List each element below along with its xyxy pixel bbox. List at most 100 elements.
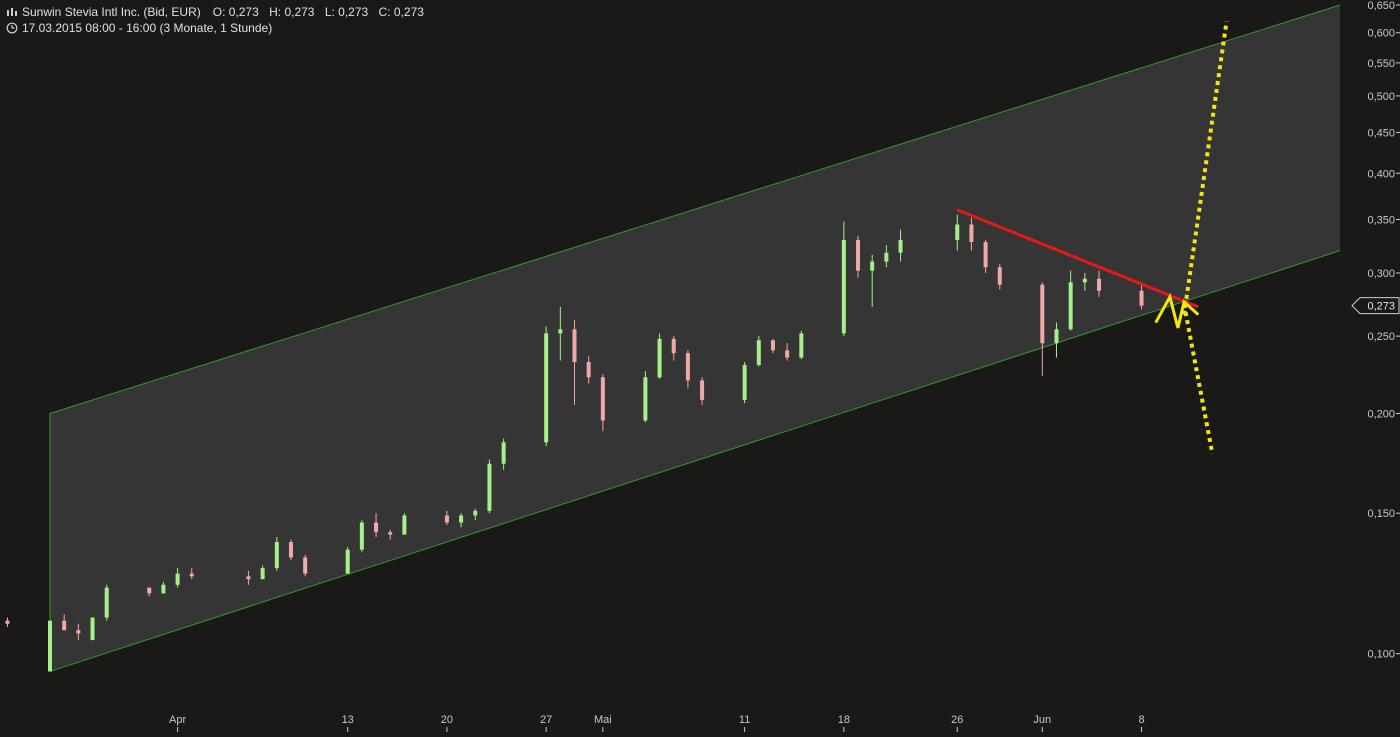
- x-tick-label: 11: [739, 714, 750, 726]
- candle: [700, 377, 705, 405]
- x-tick-label: 8: [1138, 714, 1144, 726]
- candle-body: [175, 573, 180, 585]
- candle: [671, 336, 676, 361]
- candle-body: [274, 542, 279, 569]
- candle: [473, 508, 478, 521]
- candle: [288, 539, 293, 561]
- candle-body: [402, 515, 407, 535]
- candle: [997, 263, 1002, 290]
- x-tick-label: 26: [951, 714, 963, 726]
- candle: [983, 239, 988, 273]
- candle: [359, 520, 364, 553]
- candle: [756, 336, 761, 367]
- candle: [303, 554, 308, 577]
- y-tick-label: 0,650: [1367, 0, 1395, 12]
- candle: [770, 338, 775, 354]
- y-tick-label: 0,100: [1367, 649, 1395, 661]
- candle: [856, 235, 861, 278]
- candle: [898, 229, 903, 262]
- candle-body: [657, 338, 662, 378]
- open-value: O: 0,273: [212, 5, 259, 19]
- candle: [189, 568, 194, 580]
- candle-body: [5, 620, 10, 624]
- last-price-label: 0,273: [1367, 301, 1395, 313]
- candle: [586, 356, 591, 384]
- axes: 0,100 0,150 0,200 0,250 0,300 0,350 0,400 0,450…: [169, 0, 1400, 732]
- candle: [388, 529, 393, 540]
- candle: [969, 217, 974, 251]
- candle: [487, 459, 492, 514]
- instrument-name: Sunwin Stevia Intl Inc. (Bid, EUR): [22, 5, 201, 19]
- candle: [147, 587, 152, 597]
- candle: [501, 438, 506, 470]
- candle: [841, 221, 846, 337]
- candle-body: [147, 587, 152, 594]
- candle: [345, 547, 350, 574]
- candle-body: [799, 333, 804, 358]
- candle: [459, 513, 464, 528]
- channel-upper-line: [49, 4, 1341, 414]
- candle: [175, 568, 180, 588]
- candle-body: [643, 377, 648, 421]
- candle-body: [260, 568, 265, 580]
- candle: [643, 371, 648, 423]
- candle: [884, 245, 889, 268]
- candle-body: [1097, 278, 1102, 291]
- candle-body: [572, 329, 577, 363]
- candle: [870, 254, 875, 307]
- projection-zigzag: [1154, 292, 1200, 329]
- projection-up-line: [1182, 21, 1229, 315]
- candle-body: [487, 463, 492, 511]
- candle-body: [459, 515, 464, 523]
- channel-fill: [50, 5, 1340, 672]
- candle-body: [62, 620, 67, 631]
- candle: [76, 623, 81, 641]
- candle-body: [870, 261, 875, 271]
- candle: [90, 617, 95, 641]
- high-value: H: 0,273: [269, 5, 315, 19]
- candle-body: [1068, 282, 1073, 330]
- annotations: [956, 21, 1229, 455]
- x-tick-label: 27: [540, 714, 552, 726]
- candle: [161, 581, 166, 594]
- y-tick-label: 0,150: [1367, 508, 1395, 520]
- candle-body: [1054, 329, 1059, 344]
- x-tick-label: Jun: [1033, 714, 1051, 726]
- candle: [742, 362, 747, 404]
- candle-body: [359, 522, 364, 550]
- candle: [260, 565, 265, 580]
- y-tick-label: 0,400: [1367, 168, 1395, 180]
- candle-body: [1139, 290, 1144, 306]
- candle: [799, 330, 804, 360]
- candle: [374, 513, 379, 538]
- candle-body: [558, 329, 563, 334]
- resistance-line: [956, 208, 1199, 309]
- candle-body: [48, 620, 52, 672]
- candle: [62, 614, 67, 631]
- trend-channel: [49, 4, 1341, 672]
- y-tick-label: 0,350: [1367, 215, 1395, 227]
- candle-body: [700, 380, 705, 400]
- candle: [402, 513, 407, 535]
- projection-down-line: [1182, 303, 1215, 455]
- candle-body: [473, 510, 478, 516]
- candle-body: [997, 267, 1002, 285]
- candle-body: [586, 362, 591, 378]
- candle-body: [90, 617, 95, 641]
- period-label: 17.03.2015 08:00 - 16:00 (3 Monate, 1 St…: [22, 21, 273, 35]
- candle: [572, 319, 577, 405]
- candle: [444, 510, 449, 525]
- last-price-box: [1351, 297, 1400, 315]
- candle-body: [444, 515, 449, 523]
- x-tick-label: Apr: [169, 714, 186, 726]
- candle-body: [374, 522, 379, 533]
- y-tick-label: 0,250: [1367, 331, 1395, 343]
- candle-body: [189, 573, 194, 577]
- candle-body: [76, 630, 81, 634]
- candle: [1082, 272, 1087, 291]
- candle: [1097, 270, 1102, 297]
- candle-body: [742, 365, 747, 400]
- candle-body: [600, 377, 605, 421]
